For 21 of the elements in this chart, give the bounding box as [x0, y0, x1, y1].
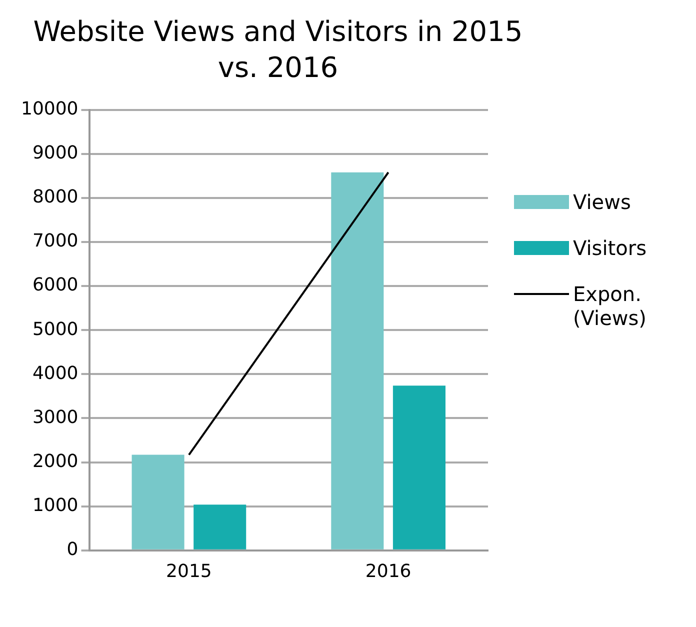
x-tick-label: 2015	[166, 560, 212, 582]
y-tick-label: 1000	[32, 495, 78, 516]
y-tick-label: 9000	[32, 142, 78, 164]
legend-label: Expon. (Views)	[573, 282, 648, 330]
y-tick-label: 10000	[20, 98, 78, 120]
legend-label: Visitors	[573, 236, 648, 260]
y-tick-label: 2000	[32, 450, 78, 472]
y-tick-label: 3000	[32, 406, 78, 428]
bar	[392, 386, 446, 550]
y-tick-label: 7000	[32, 230, 78, 252]
bar	[194, 504, 246, 550]
bar	[331, 172, 384, 550]
y-tick-label: 0	[66, 539, 78, 560]
y-tick-label: 4000	[32, 362, 78, 384]
y-tick-label: 5000	[32, 318, 78, 340]
x-tick-label: 2016	[365, 560, 412, 582]
chart-title: Website Views and Visitors in 2015 vs. 2016	[32, 14, 524, 86]
bar	[132, 454, 184, 550]
y-tick-label: 8000	[32, 186, 78, 208]
legend-label: Views	[573, 190, 632, 214]
y-tick-label: 6000	[32, 274, 78, 296]
